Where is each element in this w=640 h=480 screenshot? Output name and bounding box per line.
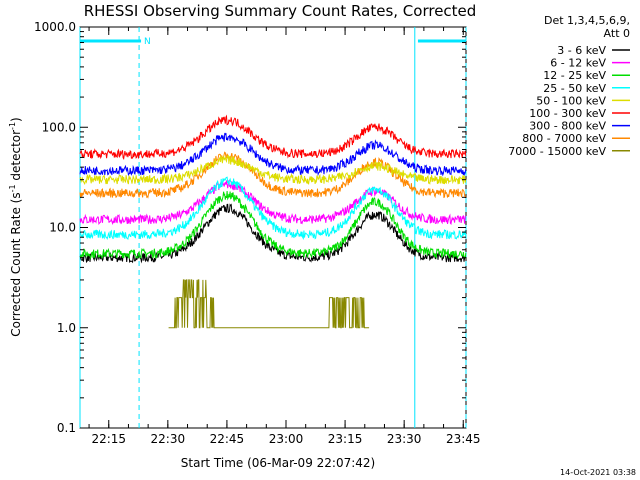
x-tick-label: 23:30	[387, 432, 422, 446]
y-tick-label: 0.1	[57, 421, 76, 435]
timestamp: 14-Oct-2021 03:38	[560, 468, 636, 477]
y-axis-label-end: )	[9, 117, 23, 122]
x-axis-label: Start Time (06-Mar-09 22:07:42)	[181, 456, 375, 470]
series-line	[79, 114, 467, 160]
legend-entry-label: 7000 - 15000 keV	[508, 145, 606, 158]
series-line	[79, 203, 467, 264]
legend-header-line2: Att 0	[604, 27, 630, 40]
legend-entry-label: 300 - 800 keV	[529, 120, 606, 133]
x-tick-label: 23:15	[328, 432, 363, 446]
y-tick-label: 10.0	[49, 221, 76, 235]
y-axis-label-mid: detector	[9, 130, 23, 185]
x-tick-label: 22:15	[91, 432, 126, 446]
y-axis-label: Corrected Count Rate (s-1 detector-1)	[8, 117, 23, 336]
series-line	[79, 191, 467, 260]
legend-entry-label: 6 - 12 keV	[550, 57, 606, 70]
chart-title: RHESSI Observing Summary Count Rates, Co…	[84, 2, 477, 20]
x-tick-label: 23:00	[269, 432, 304, 446]
legend-entry-label: 100 - 300 keV	[529, 107, 606, 120]
y-tick-label: 100.0	[42, 120, 76, 134]
y-axis-label-sup2: -1	[8, 122, 17, 130]
legend-entry-label: 25 - 50 keV	[543, 82, 606, 95]
series-line	[79, 151, 467, 199]
y-axis: 0.1 1.0 10.0 100.0 1000.0	[34, 20, 466, 435]
x-tick-label: 22:30	[151, 432, 186, 446]
series-line	[79, 154, 467, 185]
series-line	[79, 180, 467, 226]
legend-entry-label: 3 - 6 keV	[557, 44, 606, 57]
series-layer	[79, 114, 467, 329]
legend-entry-label: 12 - 25 keV	[543, 69, 606, 82]
legend-entry-label: 800 - 7000 keV	[522, 132, 606, 145]
series-line	[168, 279, 370, 329]
y-axis-label-main: Corrected Count Rate (s	[9, 192, 23, 336]
legend-header-line1: Det 1,3,4,5,6,9,	[544, 14, 630, 27]
series-line	[79, 176, 467, 241]
y-tick-label: 1.0	[57, 321, 76, 335]
x-tick-label: 23:45	[446, 432, 481, 446]
x-axis: 22:15 22:30 22:45 23:00 23:15 23:30 23:45	[88, 27, 481, 446]
series-line	[79, 132, 467, 177]
y-axis-label-sup1: -1	[8, 184, 17, 192]
x-tick-label: 22:45	[210, 432, 245, 446]
y-tick-label: 1000.0	[34, 20, 76, 34]
night-marker-label: N	[144, 37, 151, 47]
legend-entry-label: 50 - 100 keV	[536, 94, 606, 107]
